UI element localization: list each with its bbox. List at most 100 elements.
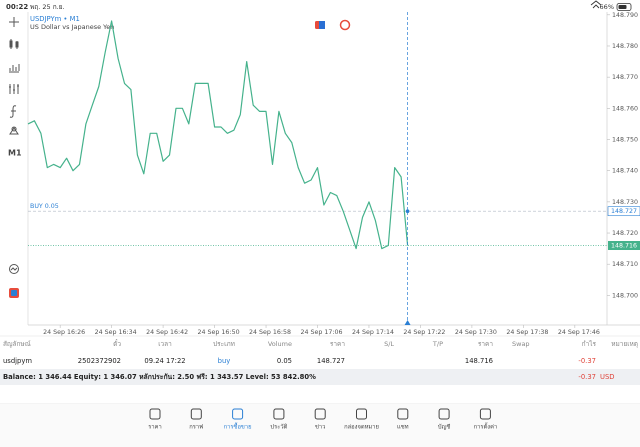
cell-profit[interactable]: -0.37 (578, 357, 596, 365)
wifi-icon (590, 0, 602, 9)
y-tick-label: 148.740 (612, 168, 638, 175)
tab-label: กราฟ (189, 424, 203, 431)
x-tick-label: 24 Sep 17:38 (506, 329, 548, 336)
crosshair-tool[interactable] (9, 17, 19, 27)
cell-time[interactable]: 09.24 17:22 (144, 357, 185, 365)
tab-icon (397, 408, 409, 420)
summary-currency: USD (600, 373, 615, 381)
x-tick-label: 24 Sep 17:22 (403, 329, 445, 336)
summary-text: Balance: 1 346.44 Equity: 1 346.07 หลักป… (3, 373, 316, 381)
tab-label: ประวัติ (270, 423, 287, 431)
function-tool[interactable] (9, 105, 17, 118)
column-header: S/L (384, 340, 394, 348)
tab-icon (438, 408, 450, 420)
tab[interactable]: กราฟ (189, 408, 203, 431)
tab-icon (314, 408, 326, 420)
tab-label: ราคา (148, 424, 162, 431)
x-tick-label: 24 Sep 17:46 (558, 329, 600, 336)
summary-bar (0, 369, 640, 385)
tab[interactable]: แชท (397, 408, 409, 431)
price-label: 148.716 (611, 243, 637, 250)
indicator-tool[interactable] (9, 64, 20, 73)
flag-usd-part (319, 21, 325, 29)
y-tick-label: 148.710 (612, 261, 638, 268)
crosshair-marker (404, 320, 411, 325)
tab-label: การซื้อขาย (224, 422, 252, 431)
zoom-tool-mark (10, 267, 18, 271)
tab-icon (190, 408, 202, 420)
y-tick-label: 148.790 (612, 12, 638, 19)
order-price-box (607, 206, 640, 217)
price-line-series (27, 20, 409, 250)
tab-icon (356, 408, 367, 420)
y-tick-label: 148.730 (612, 199, 638, 206)
broker-icon-inner (11, 290, 17, 296)
y-tick-label: 148.720 (612, 230, 638, 237)
cell-open_price[interactable]: 148.727 (317, 357, 345, 365)
column-header: กำไร (582, 340, 597, 348)
column-header: สัญลักษณ์ (3, 340, 31, 348)
order-price-label: 148.727 (611, 208, 637, 215)
chart-subtitle: US Dollar vs Japanese Yen (30, 23, 114, 31)
x-tick-label: 24 Sep 16:34 (95, 329, 137, 336)
order-line-label: BUY 0.05 (30, 203, 59, 210)
tab[interactable]: ข่าว (314, 408, 326, 431)
objects-tool[interactable] (9, 126, 19, 135)
x-tick-label: 24 Sep 16:26 (43, 329, 85, 336)
tab[interactable]: การซื้อขาย (224, 408, 252, 431)
tabbar (0, 404, 640, 447)
y-tick-label: 148.700 (612, 292, 638, 299)
tab[interactable]: ประวัติ (270, 408, 288, 431)
settings-tool[interactable] (9, 84, 19, 94)
x-tick-label: 24 Sep 16:50 (198, 329, 240, 336)
x-tick-label: 24 Sep 16:42 (146, 329, 188, 336)
cell-type[interactable]: buy (218, 357, 231, 365)
column-header: T/P (432, 340, 443, 348)
tab[interactable]: การตั้งค่า (474, 408, 498, 431)
tab-label: การตั้งค่า (474, 422, 498, 431)
status-date: พฤ. 25 ก.ย. (30, 3, 65, 11)
y-tick-label: 148.770 (612, 74, 638, 81)
cell-price[interactable]: 148.716 (465, 357, 493, 365)
column-header: ราคา (478, 340, 493, 348)
summary-profit: -0.37 (578, 373, 596, 381)
battery-level (618, 5, 627, 9)
tab-label: ข่าว (315, 424, 325, 431)
tab-label: บัญชี (438, 423, 451, 431)
column-header: ราคา (330, 340, 345, 348)
y-tick-label: 148.780 (612, 43, 638, 50)
x-tick-label: 24 Sep 17:06 (300, 329, 342, 336)
tab[interactable]: กล่องจดหมาย (344, 408, 379, 431)
y-tick-label: 148.750 (612, 137, 638, 144)
zoom-tool[interactable] (9, 264, 19, 274)
column-header: ตั๋ว (113, 339, 121, 348)
tab[interactable]: บัญชี (438, 408, 451, 431)
left-toolbar (9, 17, 20, 274)
tab-icon (149, 408, 161, 420)
column-header: Volume (268, 340, 292, 348)
status-battery: 66% (600, 3, 614, 11)
x-tick-label: 24 Sep 17:30 (455, 329, 497, 336)
tab[interactable]: ราคา (148, 408, 162, 431)
chart-type-tool[interactable] (9, 39, 19, 49)
tab-label: กล่องจดหมาย (344, 424, 379, 431)
column-header: เวลา (158, 340, 172, 348)
tab-icon (479, 408, 491, 420)
column-header: หมายเหตุ (611, 340, 638, 348)
x-tick-label: 24 Sep 17:14 (352, 329, 394, 336)
price-box (608, 241, 640, 251)
timeframe-button[interactable]: M1 (8, 149, 22, 158)
cell-ticket[interactable]: 2502372902 (78, 357, 121, 365)
column-header: Swap (512, 340, 530, 348)
tab-label: แชท (397, 424, 409, 431)
x-tick-label: 24 Sep 16:58 (249, 329, 291, 336)
cell-volume[interactable]: 0.05 (277, 357, 292, 365)
column-header: ประเภท (213, 340, 235, 348)
cell-symbol[interactable]: usdjpym (3, 357, 32, 365)
flag-jpy (339, 19, 351, 31)
tab-icon (232, 408, 244, 420)
chart-title: USDJPYm • M1 (30, 15, 80, 23)
tab-icon (273, 408, 285, 420)
